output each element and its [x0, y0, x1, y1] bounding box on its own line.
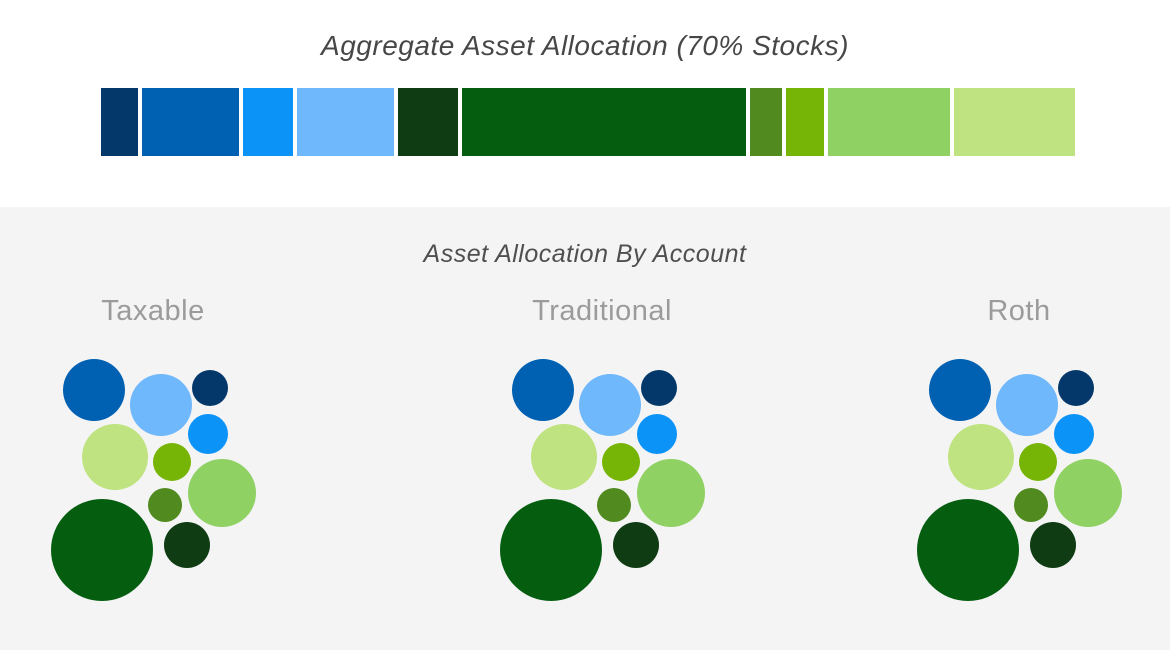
bar-segment-blue: [141, 88, 240, 156]
bubble-light-blue: [130, 374, 192, 436]
bubble-blue: [512, 359, 574, 421]
bubble-very-dark-green: [613, 522, 659, 568]
bubble-bright-blue: [1054, 414, 1094, 454]
bubble-very-dark-green: [164, 522, 210, 568]
account-label-roth: Roth: [987, 295, 1051, 327]
bubble-light-blue: [579, 374, 641, 436]
bubble-dark-green: [500, 499, 602, 601]
bubble-medium-green: [1054, 459, 1122, 527]
bubble-light-blue: [996, 374, 1058, 436]
bubble-navy: [192, 370, 228, 406]
bubble-bright-blue: [188, 414, 228, 454]
bar-segment-dark-green: [461, 88, 747, 156]
bar-segment-olive-green: [750, 88, 783, 156]
bubble-olive-green: [1014, 488, 1048, 522]
bubble-light-green: [82, 424, 148, 490]
bar-segment-medium-green: [827, 88, 950, 156]
bubble-dark-green: [51, 499, 153, 601]
bar-segment-bright-blue: [243, 88, 294, 156]
bar-segment-navy: [101, 88, 138, 156]
by-account-title: Asset Allocation By Account: [423, 240, 747, 268]
bar-segment-light-green: [953, 88, 1076, 156]
bubble-medium-green: [188, 459, 256, 527]
account-label-taxable: Taxable: [101, 295, 205, 327]
bubble-bright-blue: [637, 414, 677, 454]
aggregate-allocation-bar: [101, 88, 1076, 156]
bubble-dark-green: [917, 499, 1019, 601]
bubble-yellow-green: [153, 443, 191, 481]
account-group-taxable: Taxable: [30, 290, 276, 640]
bubble-blue: [929, 359, 991, 421]
bubble-navy: [1058, 370, 1094, 406]
bubble-light-green: [531, 424, 597, 490]
bubble-navy: [641, 370, 677, 406]
bubble-yellow-green: [1019, 443, 1057, 481]
account-group-roth: Roth: [896, 290, 1142, 640]
bubble-yellow-green: [602, 443, 640, 481]
bar-segment-yellow-green: [786, 88, 824, 156]
bubble-very-dark-green: [1030, 522, 1076, 568]
bubble-medium-green: [637, 459, 705, 527]
account-group-traditional: Traditional: [479, 290, 725, 640]
bar-segment-light-blue: [297, 88, 394, 156]
aggregate-title: Aggregate Asset Allocation (70% Stocks): [321, 30, 849, 61]
account-label-traditional: Traditional: [532, 295, 672, 327]
bubble-olive-green: [148, 488, 182, 522]
bubble-blue: [63, 359, 125, 421]
bubble-olive-green: [597, 488, 631, 522]
bar-segment-very-dark-green: [397, 88, 458, 156]
bubble-light-green: [948, 424, 1014, 490]
